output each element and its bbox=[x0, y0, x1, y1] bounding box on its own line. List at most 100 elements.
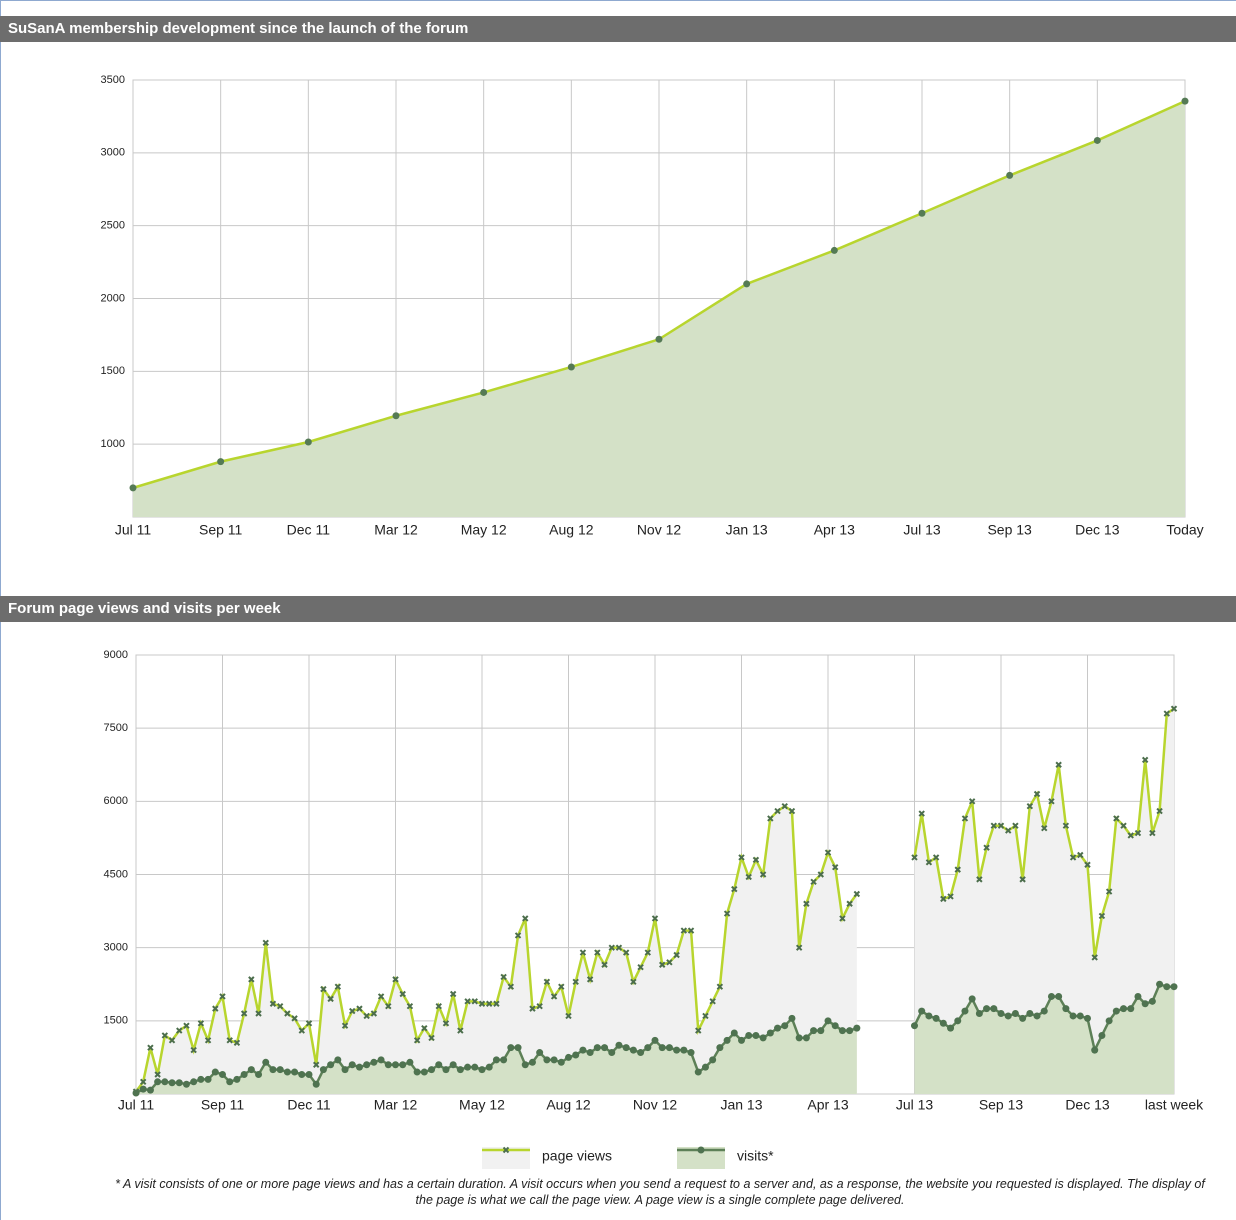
data-point bbox=[247, 1066, 255, 1074]
data-point bbox=[968, 995, 976, 1003]
data-point bbox=[1019, 1014, 1027, 1022]
data-point bbox=[217, 458, 225, 466]
data-point bbox=[240, 1010, 248, 1017]
x-tick-label: Dec 13 bbox=[1065, 1097, 1110, 1113]
x-tick-label: Mar 12 bbox=[374, 522, 418, 538]
data-point bbox=[932, 854, 940, 861]
x-tick-label: last week bbox=[1145, 1097, 1204, 1113]
data-point bbox=[788, 807, 796, 815]
data-point bbox=[493, 1000, 500, 1007]
data-point bbox=[1055, 761, 1062, 768]
data-point bbox=[1026, 1010, 1034, 1018]
data-point bbox=[651, 1036, 659, 1044]
data-point bbox=[655, 335, 663, 343]
data-point bbox=[666, 959, 673, 966]
data-point bbox=[377, 993, 385, 1000]
data-point bbox=[593, 1044, 601, 1052]
data-point bbox=[608, 944, 615, 951]
data-point bbox=[810, 878, 817, 886]
series-area bbox=[136, 1018, 857, 1094]
data-point bbox=[233, 1075, 241, 1083]
y-tick-label: 1500 bbox=[104, 1015, 128, 1027]
data-point bbox=[947, 1024, 955, 1032]
data-point bbox=[961, 815, 969, 822]
data-point bbox=[384, 1061, 392, 1069]
data-point bbox=[572, 978, 579, 986]
x-tick-label: Jan 13 bbox=[726, 522, 768, 538]
data-point bbox=[745, 1031, 753, 1039]
data-point bbox=[305, 1070, 313, 1078]
data-point bbox=[586, 976, 594, 983]
data-point bbox=[673, 951, 680, 959]
data-point bbox=[802, 1034, 810, 1042]
data-point bbox=[795, 944, 803, 951]
data-point bbox=[248, 976, 255, 983]
data-point bbox=[839, 915, 846, 922]
data-point bbox=[781, 803, 788, 810]
data-point bbox=[716, 1044, 724, 1052]
data-point bbox=[204, 1075, 212, 1083]
data-point bbox=[1006, 171, 1014, 179]
data-point bbox=[853, 890, 861, 898]
data-point bbox=[298, 1027, 305, 1034]
x-tick-label: Jul 13 bbox=[903, 522, 941, 538]
data-point bbox=[1047, 992, 1055, 1000]
data-point bbox=[629, 1046, 637, 1054]
data-point bbox=[565, 1053, 572, 1061]
data-point bbox=[954, 866, 961, 873]
data-point bbox=[413, 1068, 421, 1076]
y-tick-label: 7500 bbox=[104, 722, 128, 734]
data-point bbox=[175, 1079, 183, 1087]
data-point bbox=[233, 1039, 241, 1046]
data-point bbox=[500, 973, 507, 981]
data-point bbox=[522, 915, 529, 922]
data-point bbox=[442, 1020, 450, 1027]
x-tick-label: Nov 12 bbox=[637, 522, 682, 538]
legend-label: page views bbox=[542, 1148, 612, 1164]
legend-swatch bbox=[677, 1147, 725, 1169]
data-point bbox=[680, 1046, 688, 1054]
data-point bbox=[1134, 992, 1142, 1000]
data-point bbox=[767, 815, 774, 822]
data-point bbox=[774, 1024, 782, 1032]
data-point bbox=[1098, 912, 1106, 920]
data-point bbox=[601, 961, 608, 968]
data-point bbox=[363, 1012, 370, 1020]
data-point bbox=[313, 1061, 320, 1068]
data-point bbox=[745, 873, 752, 881]
data-point bbox=[961, 1007, 969, 1015]
series-area bbox=[136, 806, 857, 1094]
x-tick-label: Jul 11 bbox=[118, 1097, 155, 1113]
data-point bbox=[341, 1066, 349, 1074]
data-point bbox=[392, 976, 399, 983]
data-point bbox=[925, 1012, 933, 1020]
data-point bbox=[1141, 1000, 1149, 1008]
data-point bbox=[514, 1044, 522, 1052]
data-point bbox=[212, 1005, 219, 1012]
data-point bbox=[500, 1056, 508, 1064]
data-point bbox=[478, 1000, 486, 1007]
data-point bbox=[471, 1063, 479, 1071]
y-tick-label: 6000 bbox=[104, 795, 128, 807]
data-point bbox=[637, 1049, 645, 1057]
data-point bbox=[687, 927, 695, 934]
series-area bbox=[914, 708, 1174, 1094]
data-point bbox=[269, 1000, 277, 1007]
data-point bbox=[940, 895, 947, 903]
data-point bbox=[622, 949, 630, 956]
data-point bbox=[168, 1079, 176, 1087]
data-point bbox=[276, 1002, 284, 1010]
data-point bbox=[406, 1002, 414, 1010]
data-point bbox=[911, 854, 918, 861]
data-point bbox=[759, 1034, 767, 1042]
data-point bbox=[997, 1010, 1005, 1018]
data-point bbox=[788, 1014, 796, 1022]
data-point bbox=[1148, 997, 1156, 1005]
data-point bbox=[291, 1068, 299, 1076]
data-point bbox=[1033, 790, 1041, 798]
data-point bbox=[319, 1066, 327, 1074]
data-point bbox=[363, 1061, 371, 1069]
data-point bbox=[630, 978, 637, 986]
series-area bbox=[133, 101, 1185, 517]
